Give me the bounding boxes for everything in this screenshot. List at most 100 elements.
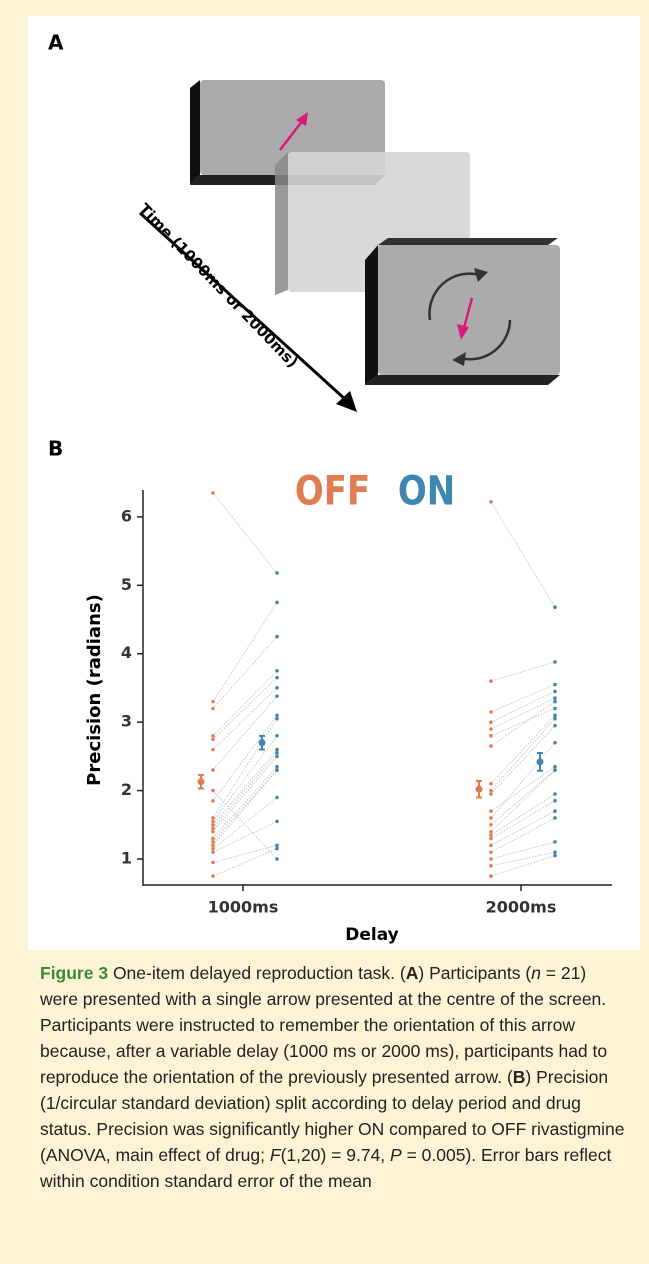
pair-line [490, 697, 556, 730]
y-tick-label: 5 [121, 575, 132, 594]
point [211, 850, 215, 854]
caption-text: A [405, 963, 419, 983]
point [275, 686, 279, 690]
pair-line [212, 749, 278, 826]
point [211, 816, 215, 820]
pair-line [212, 735, 278, 822]
point [553, 816, 557, 820]
point [211, 699, 215, 704]
pair-line [490, 718, 556, 791]
caption-text: One-item delayed reproduction task. ( [108, 963, 406, 983]
point [489, 850, 493, 854]
pair-line [490, 810, 556, 846]
x-tick-label: 1000ms [208, 898, 279, 917]
point [211, 840, 215, 844]
pair-line [212, 790, 278, 860]
point [275, 764, 279, 769]
pair-line [490, 715, 556, 785]
point [553, 809, 557, 813]
point [275, 669, 279, 673]
point [211, 826, 215, 831]
panel-label: A [48, 31, 64, 55]
pair-line [212, 766, 278, 839]
point [553, 850, 557, 854]
point [211, 734, 215, 738]
mean-point [536, 758, 544, 766]
pair-line [490, 766, 556, 812]
point [275, 819, 279, 824]
point [211, 860, 215, 865]
pair-line [212, 769, 278, 843]
caption-text: (1,20) = 9.74, [280, 1145, 391, 1165]
point [553, 723, 557, 728]
pair-line [490, 701, 556, 747]
point [275, 747, 279, 752]
caption-text: F [269, 1145, 281, 1165]
point [275, 843, 279, 848]
point [553, 605, 557, 610]
mean-point [475, 785, 483, 793]
pair-line [212, 797, 278, 850]
point [211, 491, 215, 495]
x-tick-label: 2000ms [486, 898, 557, 917]
point [489, 822, 493, 827]
pair-line [490, 793, 556, 836]
point [489, 809, 493, 813]
point [553, 716, 557, 721]
point [275, 754, 279, 759]
point [489, 792, 493, 796]
mean-point [197, 778, 205, 786]
y-tick-label: 6 [121, 506, 132, 525]
point [489, 857, 493, 861]
pair-line [212, 695, 278, 771]
point [211, 788, 215, 793]
figure-graphics: A Time (1000ms or 2000ms) B Precision (r… [48, 31, 612, 945]
point [553, 699, 557, 704]
point [553, 682, 557, 687]
pair-line [490, 691, 556, 723]
point [553, 768, 557, 772]
point [553, 660, 557, 664]
point [211, 799, 215, 803]
point [553, 740, 557, 745]
point [553, 792, 557, 796]
point [553, 689, 557, 694]
pair-line [490, 855, 556, 877]
point [275, 734, 279, 738]
pair-line [212, 848, 278, 877]
point [553, 764, 557, 769]
point [553, 706, 557, 711]
point [211, 706, 215, 711]
point [211, 822, 215, 827]
point [211, 768, 215, 772]
point [553, 840, 557, 844]
point [211, 829, 215, 834]
point [489, 816, 493, 820]
panel-label: B [48, 437, 63, 461]
point [489, 727, 493, 731]
point [489, 710, 493, 714]
caption-text: n [531, 963, 541, 983]
caption-text: ) Precision (1/circular standard deviati… [40, 1067, 625, 1165]
point [489, 500, 493, 504]
pair-line [212, 821, 278, 853]
pair-line [212, 687, 278, 750]
point [275, 857, 279, 861]
point [275, 751, 279, 755]
point [275, 694, 279, 698]
pair-line [212, 752, 278, 829]
pair-line [490, 725, 556, 795]
caption-text: B [512, 1067, 526, 1087]
point [275, 600, 279, 605]
point [489, 864, 493, 868]
caption-text: = 21) were presented with a single arrow… [40, 963, 608, 1087]
pair-line [490, 501, 556, 608]
screen [365, 238, 560, 385]
point [489, 679, 493, 683]
point [489, 829, 493, 834]
point [211, 874, 215, 878]
pair-line [490, 769, 556, 826]
pair-line [490, 769, 556, 832]
pair-line [212, 756, 278, 832]
point [489, 720, 493, 724]
